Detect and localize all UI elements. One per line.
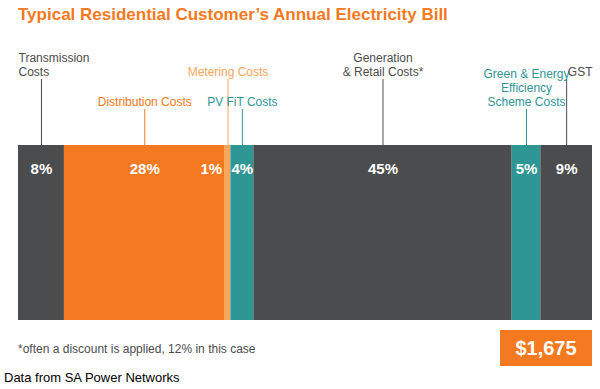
svg-text:9%: 9% <box>556 160 578 177</box>
svg-text:PV FiT Costs: PV FiT Costs <box>207 95 277 109</box>
svg-text:1%: 1% <box>200 160 222 177</box>
svg-text:4%: 4% <box>232 160 254 177</box>
svg-text:Metering Costs: Metering Costs <box>188 65 269 79</box>
svg-text:Generation& Retail Costs*: Generation& Retail Costs* <box>343 51 424 79</box>
html-text:Data from SA Power Networks: Data from SA Power Networks <box>4 370 180 385</box>
svg-text:5%: 5% <box>516 160 538 177</box>
svg-text:GST: GST <box>568 65 593 79</box>
svg-text:8%: 8% <box>31 160 53 177</box>
svg-text:Distribution Costs: Distribution Costs <box>98 95 192 109</box>
svg-text:TransmissionCosts: TransmissionCosts <box>19 51 90 79</box>
html-text:Typical Residential Customer’s: Typical Residential Customer’s Annual El… <box>18 5 448 24</box>
svg-text:Green & EnergyEfficiencyScheme: Green & EnergyEfficiencyScheme Costs <box>483 67 569 109</box>
svg-text:28%: 28% <box>130 160 160 177</box>
svg-text:45%: 45% <box>368 160 398 177</box>
html-text:$1,675: $1,675 <box>515 337 577 359</box>
html-text:*often a discount is applied,: *often a discount is applied, 12% in thi… <box>18 342 256 356</box>
